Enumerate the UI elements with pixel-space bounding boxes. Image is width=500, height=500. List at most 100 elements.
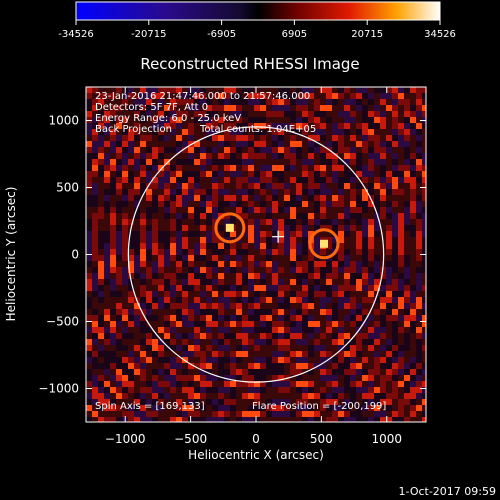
- pattern-cell: [218, 201, 224, 207]
- pattern-cell: [164, 213, 170, 219]
- pattern-cell: [158, 105, 164, 111]
- pattern-cell: [272, 255, 278, 261]
- pattern-cell: [170, 195, 176, 201]
- pattern-cell: [98, 393, 104, 399]
- pattern-cell: [296, 111, 302, 117]
- pattern-cell: [344, 411, 350, 417]
- pattern-cell: [128, 333, 134, 339]
- pattern-cell: [200, 225, 206, 231]
- pattern-cell: [416, 411, 422, 417]
- pattern-cell: [302, 357, 308, 363]
- pattern-cell: [296, 189, 302, 195]
- pattern-cell: [242, 285, 248, 291]
- pattern-cell: [398, 285, 404, 291]
- pattern-cell: [212, 213, 218, 219]
- pattern-cell: [104, 189, 110, 195]
- pattern-cell: [86, 99, 92, 105]
- pattern-cell: [404, 273, 410, 279]
- pattern-cell: [176, 207, 182, 213]
- pattern-cell: [218, 405, 224, 411]
- pattern-cell: [104, 249, 110, 255]
- pattern-cell: [98, 111, 104, 117]
- pattern-cell: [272, 177, 278, 183]
- pattern-cell: [290, 219, 296, 225]
- pattern-cell: [266, 405, 272, 411]
- pattern-cell: [290, 261, 296, 267]
- pattern-cell: [296, 261, 302, 267]
- pattern-cell: [164, 135, 170, 141]
- pattern-cell: [326, 411, 332, 417]
- pattern-cell: [302, 183, 308, 189]
- pattern-cell: [362, 207, 368, 213]
- pattern-cell: [386, 99, 392, 105]
- pattern-cell: [164, 249, 170, 255]
- pattern-cell: [392, 279, 398, 285]
- pattern-cell: [338, 369, 344, 375]
- pattern-cell: [116, 369, 122, 375]
- pattern-cell: [110, 189, 116, 195]
- pattern-cell: [176, 105, 182, 111]
- pattern-cell: [152, 315, 158, 321]
- pattern-cell: [422, 147, 426, 153]
- pattern-cell: [290, 405, 296, 411]
- pattern-cell: [326, 345, 332, 351]
- pattern-cell: [104, 345, 110, 351]
- pattern-cell: [158, 345, 164, 351]
- pattern-cell: [86, 147, 92, 153]
- pattern-cell: [308, 129, 314, 135]
- pattern-cell: [284, 141, 290, 147]
- pattern-cell: [188, 231, 194, 237]
- pattern-cell: [344, 327, 350, 333]
- pattern-cell: [416, 381, 422, 387]
- pattern-cell: [206, 231, 212, 237]
- pattern-cell: [134, 195, 140, 201]
- pattern-cell: [200, 309, 206, 315]
- pattern-cell: [134, 345, 140, 351]
- pattern-cell: [332, 129, 338, 135]
- pattern-cell: [380, 195, 386, 201]
- pattern-cell: [242, 381, 248, 387]
- pattern-cell: [254, 393, 260, 399]
- pattern-cell: [176, 399, 182, 405]
- pattern-cell: [128, 393, 134, 399]
- pattern-cell: [146, 399, 152, 405]
- pattern-cell: [218, 363, 224, 369]
- pattern-cell: [254, 405, 260, 411]
- pattern-cell: [368, 123, 374, 129]
- pattern-cell: [416, 417, 422, 422]
- pattern-cell: [338, 303, 344, 309]
- pattern-cell: [110, 339, 116, 345]
- pattern-cell: [308, 177, 314, 183]
- pattern-cell: [98, 333, 104, 339]
- pattern-cell: [170, 123, 176, 129]
- pattern-cell: [188, 411, 194, 417]
- pattern-cell: [182, 129, 188, 135]
- pattern-cell: [98, 375, 104, 381]
- pattern-cell: [278, 303, 284, 309]
- pattern-cell: [380, 345, 386, 351]
- pattern-cell: [230, 297, 236, 303]
- pattern-cell: [314, 213, 320, 219]
- pattern-cell: [284, 123, 290, 129]
- pattern-cell: [308, 225, 314, 231]
- pattern-cell: [140, 237, 146, 243]
- pattern-cell: [392, 99, 398, 105]
- pattern-cell: [170, 243, 176, 249]
- pattern-cell: [230, 285, 236, 291]
- pattern-cell: [158, 357, 164, 363]
- pattern-cell: [344, 285, 350, 291]
- pattern-cell: [266, 153, 272, 159]
- pattern-cell: [356, 309, 362, 315]
- pattern-cell: [362, 213, 368, 219]
- pattern-cell: [218, 159, 224, 165]
- pattern-cell: [242, 105, 248, 111]
- pattern-cell: [212, 153, 218, 159]
- pattern-cell: [392, 159, 398, 165]
- pattern-cell: [176, 225, 182, 231]
- pattern-cell: [176, 261, 182, 267]
- pattern-cell: [188, 213, 194, 219]
- pattern-cell: [182, 117, 188, 123]
- pattern-cell: [380, 381, 386, 387]
- pattern-cell: [404, 285, 410, 291]
- pattern-cell: [200, 153, 206, 159]
